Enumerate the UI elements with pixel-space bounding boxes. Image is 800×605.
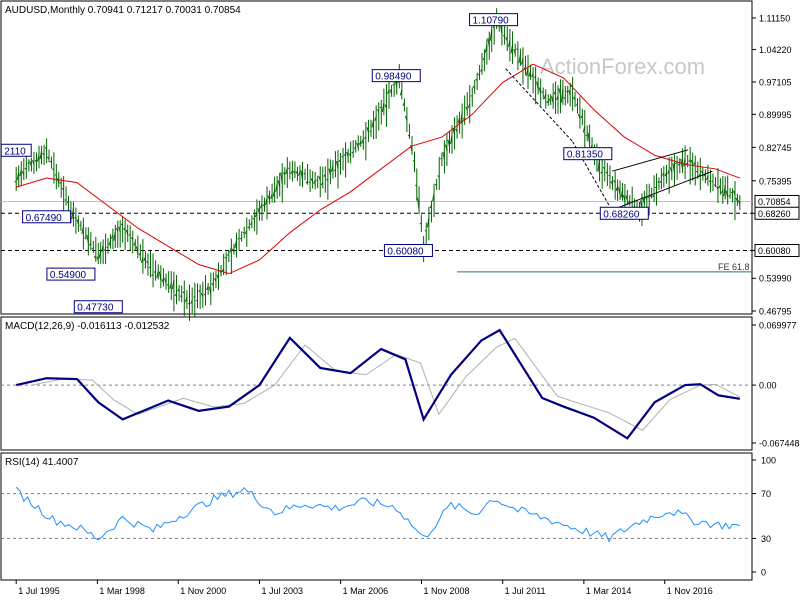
annotation-text: 0.54900 [50, 270, 87, 281]
rsi-header: RSI(14) 41.4007 [5, 457, 79, 468]
rsi-tick-label: 30 [761, 534, 771, 544]
y-tick-label: 0.82745 [759, 143, 792, 153]
annotation-text: 0.68260 [603, 209, 640, 220]
price-bar-open [342, 156, 344, 157]
price-bar-open [534, 77, 536, 78]
price-annotation: 0.98490 [372, 70, 420, 83]
annotation-text: 2110 [4, 146, 26, 157]
x-tick-label: 1 Mar 2014 [586, 586, 632, 596]
x-tick-label: 1 Nov 2016 [667, 586, 713, 596]
y-tick-label: 1.11150 [759, 14, 790, 24]
y-tick-label: 0.53990 [759, 274, 792, 284]
macd-tick-label: 0.00 [759, 381, 777, 391]
x-tick-label: 1 Mar 2006 [343, 586, 389, 596]
macd-header: MACD(12,26,9) -0.016113 -0.012532 [5, 321, 170, 332]
price-annotation: 2110 [1, 144, 31, 157]
x-tick-label: 1 Jul 1995 [18, 586, 60, 596]
price-annotation: 0.67490 [23, 211, 71, 224]
macd-tick-label: 0.069977 [759, 321, 797, 331]
price-annotation: 0.60080 [384, 245, 432, 258]
price-bar-open [571, 85, 573, 86]
price-bar-open [253, 218, 255, 219]
watermark: ActionForex.com [540, 54, 705, 79]
x-tick-label: 1 Jul 2011 [505, 586, 546, 596]
rsi-tick-label: 0 [761, 568, 766, 578]
price-bar-open [709, 181, 711, 182]
price-annotation: 0.54900 [47, 268, 95, 281]
macd-tick-label: -0.067448 [759, 439, 800, 449]
fe-label: FE 61.8 [718, 262, 750, 272]
annotation-text: 0.60080 [387, 247, 424, 258]
macd-panel [1, 317, 752, 450]
price-annotation: 0.68260 [600, 207, 648, 220]
annotation-text: 0.98490 [375, 72, 412, 83]
price-annotation: 0.81350 [564, 148, 612, 161]
x-tick-label: 1 Nov 2000 [180, 586, 226, 596]
rsi-tick-label: 100 [761, 456, 776, 466]
y-tick-label: 0.46795 [759, 307, 792, 317]
price-bar-open [352, 152, 354, 153]
price-annotation: 1.10790 [470, 14, 518, 27]
main-panel [1, 1, 752, 314]
y-tick-label: 0.75395 [759, 176, 792, 186]
lower-support-label: 0.60080 [758, 246, 791, 256]
annotation-text: 1.10790 [473, 16, 510, 27]
x-tick-label: 1 Jul 2003 [261, 586, 303, 596]
price-bar-open [408, 135, 410, 136]
current-price-label: 0.70854 [758, 197, 791, 207]
x-tick-label: 1 Mar 1998 [99, 586, 145, 596]
rsi-panel [1, 453, 752, 580]
x-tick-label: 1 Nov 2008 [423, 586, 469, 596]
price-annotation: 0.47730 [74, 301, 122, 314]
price-bar-open [196, 300, 198, 301]
annotation-text: 0.47730 [77, 303, 114, 314]
y-tick-label: 1.04220 [759, 45, 792, 55]
y-tick-label: 0.89995 [759, 110, 792, 120]
annotation-text: 0.81350 [567, 150, 604, 161]
main-header: AUDUSD,Monthly 0.70941 0.71217 0.70031 0… [5, 5, 241, 16]
annotation-text: 0.67490 [26, 213, 63, 224]
price-bar-open [542, 92, 544, 93]
price-bar-open [420, 223, 422, 224]
support-label: 0.68260 [758, 209, 791, 219]
price-bar-open [564, 98, 566, 99]
rsi-tick-label: 70 [761, 489, 771, 499]
y-tick-label: 0.97105 [759, 77, 792, 87]
